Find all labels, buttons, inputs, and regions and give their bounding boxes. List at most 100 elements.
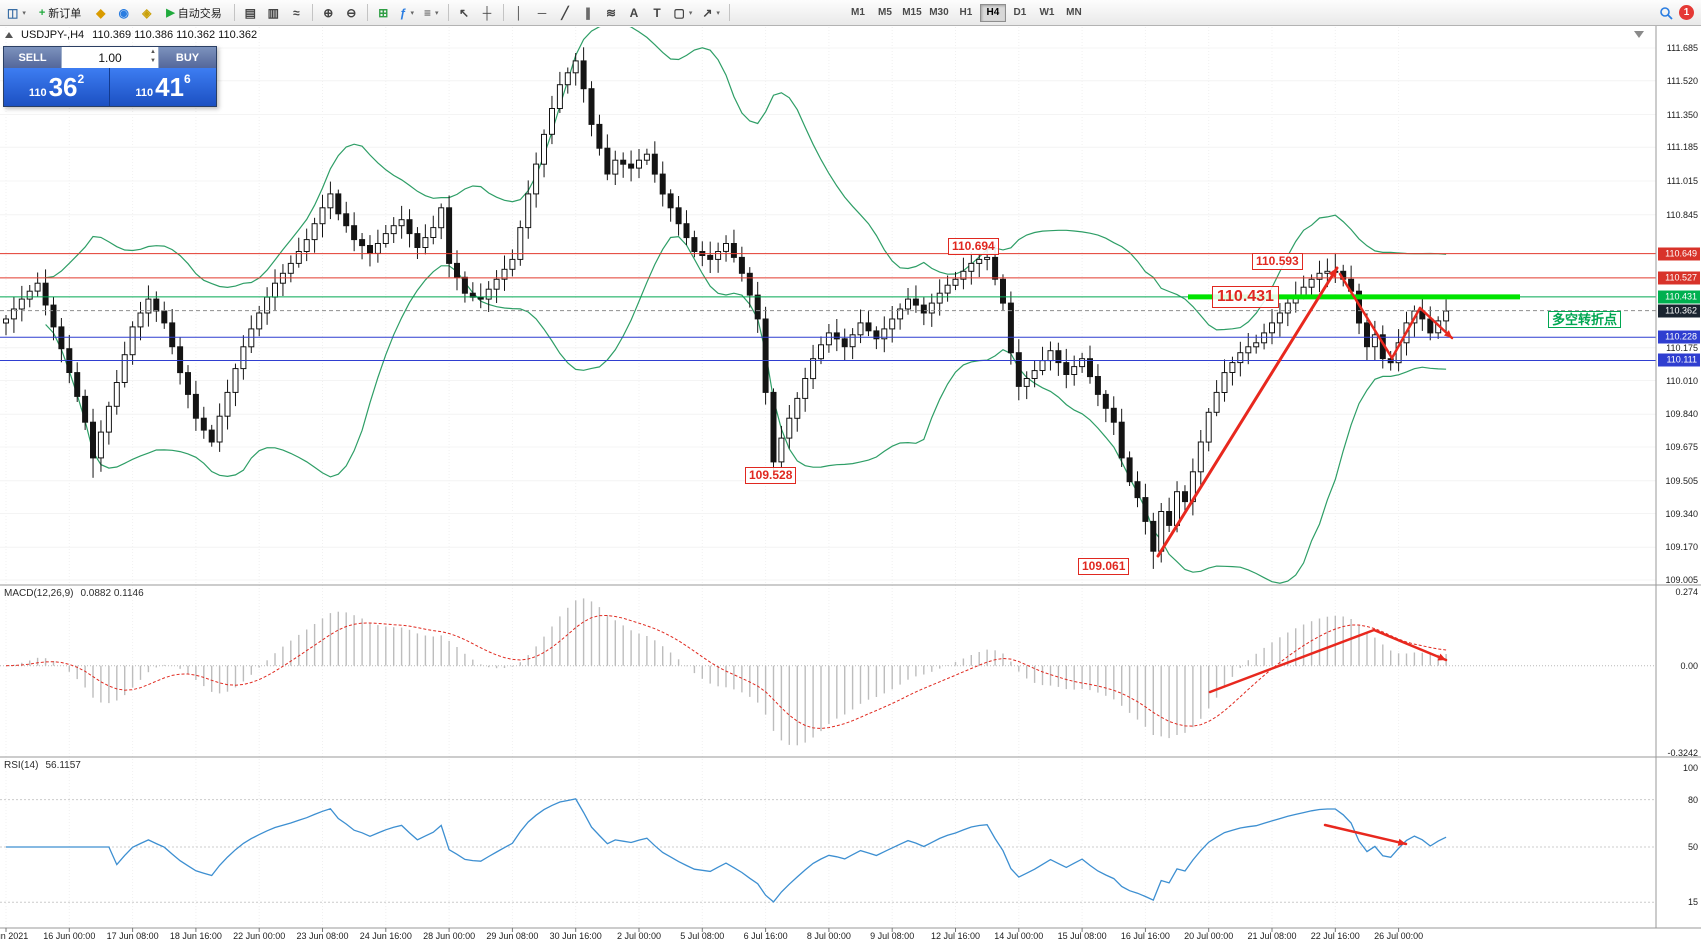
caret-down-icon: ▾ [716,9,720,17]
time-label: 8 Jul 00:00 [806,931,851,941]
toolbar-separator [233,4,235,21]
buy-button[interactable]: BUY [159,47,216,68]
timeframe-h4[interactable]: H4 [979,3,1006,22]
time-label: 6 Jul 16:00 [743,931,788,941]
line-chart-icon[interactable]: ≈ [286,3,307,23]
arrow-head-icon [1328,268,1337,279]
price-badge: 110.362 [1658,304,1700,318]
autotrading-button-label: 自动交易 [177,7,222,20]
ohlc-values: 110.369 110.386 110.362 110.362 [92,29,258,41]
fibonacci-icon[interactable]: ≋ [601,3,622,23]
trendline-icon-glyph: ╱ [561,5,569,20]
price-tick: 110.845 [1666,209,1698,220]
time-label: 16 Jun 00:00 [43,931,96,941]
volume-input[interactable]: 1.00 ▲ ▼ [61,47,159,68]
trend-arrow[interactable] [1208,628,1376,694]
volume-value: 1.00 [98,50,122,65]
timeframe-m1[interactable]: M1 [850,7,865,18]
arrows-icon-glyph: ↗ [702,5,713,20]
text-icon[interactable]: A [624,3,645,23]
notification-badge[interactable]: 1 [1679,5,1694,20]
sell-price-sup: 2 [77,72,85,86]
search-icon[interactable] [1655,3,1677,23]
sell-price-base: 110 [28,87,47,99]
cursor-icon[interactable]: ↖ [454,3,475,23]
arrow-head-icon [1437,653,1446,661]
timeframe-list-icon[interactable]: ≡ ▾ [420,3,443,23]
autotrading-button[interactable]: ▶ 自动交易 [159,3,228,23]
sell-button[interactable]: SELL [4,47,61,68]
tile-windows-icon[interactable]: ⊞ [373,3,394,23]
timeframe-h1[interactable]: H1 [959,7,973,18]
new-chart-icon[interactable]: ◫ ▾ [3,3,30,23]
time-label: 21 Jul 08:00 [1247,931,1297,941]
spinner-down-icon[interactable]: ▼ [150,58,156,64]
chart-shift-marker[interactable] [1634,31,1644,38]
price-pane[interactable] [0,23,1656,584]
horizontal-line-icon[interactable]: ─ [532,3,553,23]
timeframe-m15[interactable]: M15 [902,7,922,18]
buy-price-base: 110 [135,87,154,99]
buy-price-big: 41 [155,72,184,102]
bar-chart-icon[interactable]: ▤ [240,3,261,23]
time-label: 28 Jun 00:00 [423,931,476,941]
bollinger-lower-band [45,235,1447,584]
timeframe-d1[interactable]: D1 [1013,7,1027,18]
mql5-community-icon[interactable]: ◉ [113,3,134,23]
sell-label: SELL [18,51,47,64]
zoom-in-icon[interactable]: ⊕ [318,3,339,23]
price-badge: 110.431 [1658,290,1700,304]
cursor-icon-glyph: ↖ [458,5,470,20]
crosshair-icon[interactable]: ┼ [477,3,498,23]
buy-price-button[interactable]: 110 41 6 [110,68,216,106]
vertical-line-icon[interactable]: │ [509,3,530,23]
candlestick-chart-icon[interactable]: ▥ [263,3,284,23]
toolbar-separator [311,4,313,21]
rsi-line [6,798,1447,903]
price-badge: 110.527 [1658,271,1700,285]
annotation-label[interactable]: 110.431 [1212,286,1279,308]
trend-arrow[interactable] [1156,266,1339,558]
timeframe-mn[interactable]: MN [1066,7,1082,18]
strategy-tester-icon[interactable]: ◆ [90,3,111,23]
timeframe-w1[interactable]: W1 [1039,7,1055,18]
channel-icon[interactable]: ∥ [578,3,599,23]
new-order-button[interactable]: + 新订单 [32,3,88,23]
sell-price-button[interactable]: 110 36 2 [4,68,110,106]
time-label: 22 Jul 16:00 [1310,931,1360,941]
annotation-label[interactable]: 110.593 [1252,253,1303,270]
annotation-label[interactable]: 多空转折点 [1548,311,1622,328]
label-icon-glyph: T [653,5,661,20]
price-badge: 110.649 [1658,247,1700,261]
timeframe-m30[interactable]: M30 [929,7,949,18]
label-icon[interactable]: T [647,3,668,23]
trendline-icon[interactable]: ╱ [555,3,576,23]
candlestick-chart-icon-glyph: ▥ [267,5,279,20]
time-label: 15 Jul 08:00 [1057,931,1107,941]
macd-tick: 0.274 [1675,587,1698,597]
tile-windows-icon-glyph: ⊞ [378,5,389,20]
annotation-label[interactable]: 109.528 [745,467,797,484]
rsi-tick: 80 [1687,794,1698,805]
zoom-out-icon[interactable]: ⊖ [341,3,362,23]
arrows-icon[interactable]: ↗ ▾ [698,3,724,23]
trend-arrow[interactable] [1338,272,1422,361]
rsi-tick: 15 [1687,897,1698,908]
macd-pane[interactable] [0,598,1656,746]
annotation-label[interactable]: 109.061 [1078,558,1130,575]
spinner-up-icon[interactable]: ▲ [150,49,156,55]
new-order-button-label: 新订单 [48,7,82,20]
timeframe-m5[interactable]: M5 [877,7,892,18]
price-tick: 109.675 [1665,442,1698,452]
indicators-icon[interactable]: ƒ ▾ [396,3,418,23]
toolbar-separator [447,4,449,21]
shapes-icon[interactable]: ▢ ▾ [670,3,697,23]
metaeditor-icon[interactable]: ◈ [136,3,157,23]
autotrading-button-glyph: ▶ [166,7,175,19]
rsi-pane[interactable] [0,798,1656,903]
macd-name: MACD(12,26,9) [4,588,74,599]
trend-arrow[interactable] [1323,823,1408,846]
trend-arrow[interactable] [1372,628,1448,662]
annotation-label[interactable]: 110.694 [948,238,999,255]
